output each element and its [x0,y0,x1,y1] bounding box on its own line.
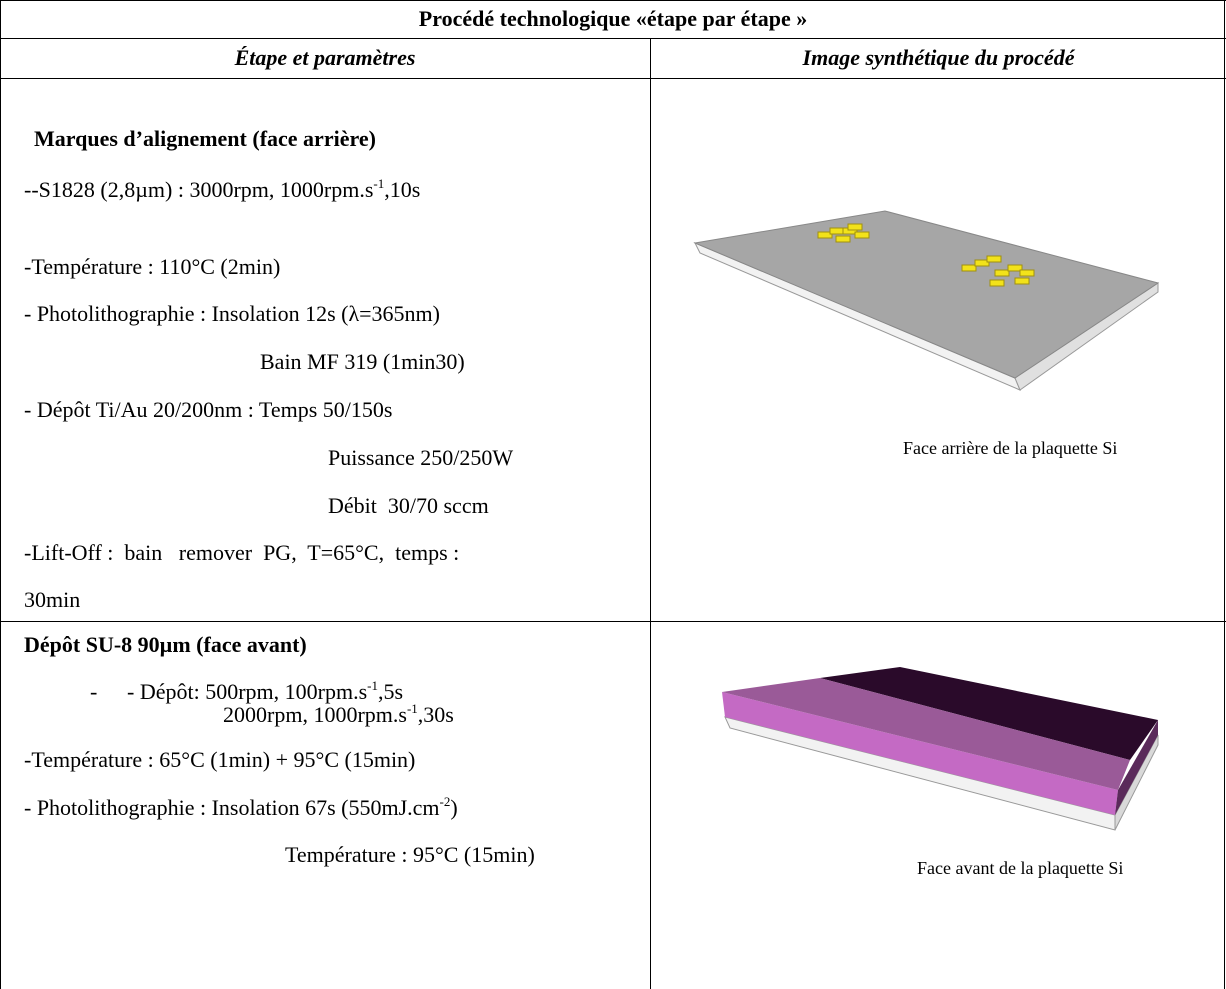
text-run: - [90,679,98,704]
text-run: Puissance 250/250W [328,445,514,470]
line: --S1828 (2,8µm) : 3000rpm, 1000rpm.s-1,1… [24,177,420,203]
text-run: -Température : 65°C (1min) + 95°C (15min… [24,747,416,772]
superscript: -1 [406,701,418,716]
text-run: ,5s [378,679,404,704]
rule [0,78,1226,79]
line: 2000rpm, 1000rpm.s-1,30s [223,702,454,728]
title: Procédé technologique «étape par étape » [418,6,808,31]
text-run: - Dépôt Ti/Au 20/200nm : Temps 50/150s [24,397,393,422]
text-run: -Température : 110°C (2min) [24,254,281,279]
column-header: Image synthétique du procédé [802,45,1075,70]
text-run: --S1828 (2,8µm) : 3000rpm, 1000rpm.s [24,177,374,202]
line: Bain MF 319 (1min30) [260,349,465,375]
line: 30min [24,587,80,613]
column-header: Étape et paramètres [234,45,416,70]
line: - Dépôt Ti/Au 20/200nm : Temps 50/150s [24,397,392,423]
line: - Dépôt: 500rpm, 100rpm.s-1,5s [127,679,403,705]
text-run: - Dépôt: 500rpm, 100rpm.s [127,679,368,704]
line: Débit 30/70 sccm [328,493,489,519]
line: -Lift-Off : bain remover PG, T=65°C, tem… [24,540,459,566]
text-run: 30min [24,587,81,612]
rule [0,0,1226,1]
rule [650,38,651,989]
wafer-front [722,667,1159,831]
text-run: ) [450,795,458,820]
text-run: ,30s [417,702,454,727]
text-run: - Photolithographie : Insolation 67s (55… [24,795,440,820]
line: Puissance 250/250W [328,445,513,471]
line: -Température : 65°C (1min) + 95°C (15min… [24,747,415,773]
line: - Photolithographie : Insolation 67s (55… [24,795,458,821]
text-run: - Photolithographie : Insolation 12s (λ=… [24,301,440,326]
line: - Photolithographie : Insolation 12s (λ=… [24,301,440,327]
text-run: Température : 95°C (15min) [285,842,535,867]
text-run: 2000rpm, 1000rpm.s [223,702,407,727]
superscript: -1 [367,678,378,693]
text-run: -Lift-Off : bain remover PG, T=65°C, tem… [24,540,460,565]
step-heading: Dépôt SU-8 90µm (face avant) [24,632,307,657]
line: - [90,679,97,705]
wafer-back [693,210,1160,391]
superscript: -2 [439,794,451,809]
superscript: -1 [373,176,385,191]
line: -Température : 110°C (2min) [24,254,280,280]
line: Température : 95°C (15min) [285,842,535,868]
text-run: Bain MF 319 (1min30) [260,349,465,374]
text-run: ,10s [384,177,421,202]
text-run: Débit 30/70 sccm [328,493,489,518]
rule [1224,0,1225,989]
rule [0,621,1226,622]
step-heading: Marques d’alignement (face arrière) [34,126,376,151]
caption: Face avant de la plaquette Si [917,858,1124,878]
rule [0,38,1226,39]
rule [0,0,1,989]
caption: Face arrière de la plaquette Si [903,438,1118,458]
